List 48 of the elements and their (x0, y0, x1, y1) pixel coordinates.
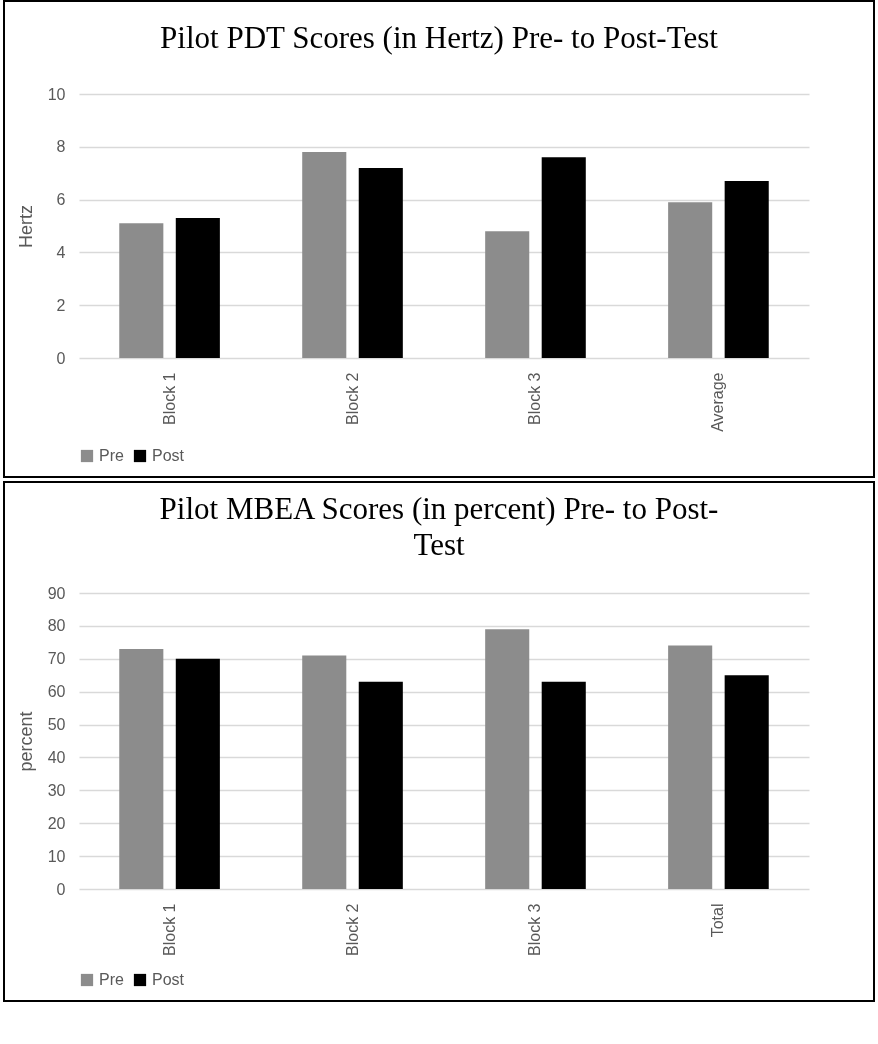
y-axis-title: percent (15, 711, 36, 772)
bar (358, 681, 403, 889)
y-tick-label: 80 (47, 617, 66, 635)
bar (302, 152, 347, 358)
y-tick-label: 6 (56, 191, 66, 209)
y-tick-label: 90 (47, 584, 66, 602)
legend-label: Post (152, 971, 185, 988)
y-axis-title: Hertz (15, 204, 36, 249)
x-tick-label: Average (709, 372, 727, 432)
bar (485, 231, 530, 358)
x-tick-label: Block 3 (526, 372, 544, 425)
y-tick-label: 70 (47, 650, 66, 668)
y-tick-label: 4 (56, 243, 66, 261)
y-tick-label: 8 (56, 138, 66, 156)
y-tick-label: 0 (56, 349, 66, 367)
x-tick-label: Block 1 (160, 903, 178, 956)
bar (668, 645, 713, 889)
y-tick-label: 10 (47, 85, 66, 103)
y-tick-label: 30 (47, 781, 66, 799)
chart-title: Pilot MBEA Scores (in percent) Pre- to Post-Test (159, 491, 719, 563)
legend-label: Post (152, 447, 185, 464)
x-tick-label: Block 3 (526, 903, 544, 956)
x-tick-label: Block 2 (343, 903, 361, 956)
bar (119, 223, 164, 358)
bar (541, 157, 586, 358)
bar (485, 629, 530, 889)
bar (175, 218, 220, 358)
legend-label: Pre (99, 971, 124, 988)
y-tick-label: 60 (47, 683, 66, 701)
bar (302, 655, 347, 889)
bar (175, 658, 220, 889)
bar (119, 648, 164, 889)
y-tick-label: 50 (47, 716, 66, 734)
y-tick-label: 20 (47, 814, 66, 832)
x-tick-label: Total (709, 903, 727, 938)
y-tick-label: 2 (56, 296, 66, 314)
bar (541, 681, 586, 889)
bar (668, 202, 713, 358)
x-tick-label: Block 2 (343, 372, 361, 425)
bar (724, 675, 769, 889)
bar (724, 181, 769, 358)
chart-title: Pilot PDT Scores (in Hertz) Pre- to Post-Test (159, 20, 719, 56)
y-tick-label: 40 (47, 748, 66, 766)
y-tick-label: 10 (47, 847, 66, 865)
y-tick-label: 0 (56, 880, 66, 898)
bar (358, 167, 403, 358)
legend-label: Pre (99, 447, 124, 464)
x-tick-label: Block 1 (160, 372, 178, 425)
